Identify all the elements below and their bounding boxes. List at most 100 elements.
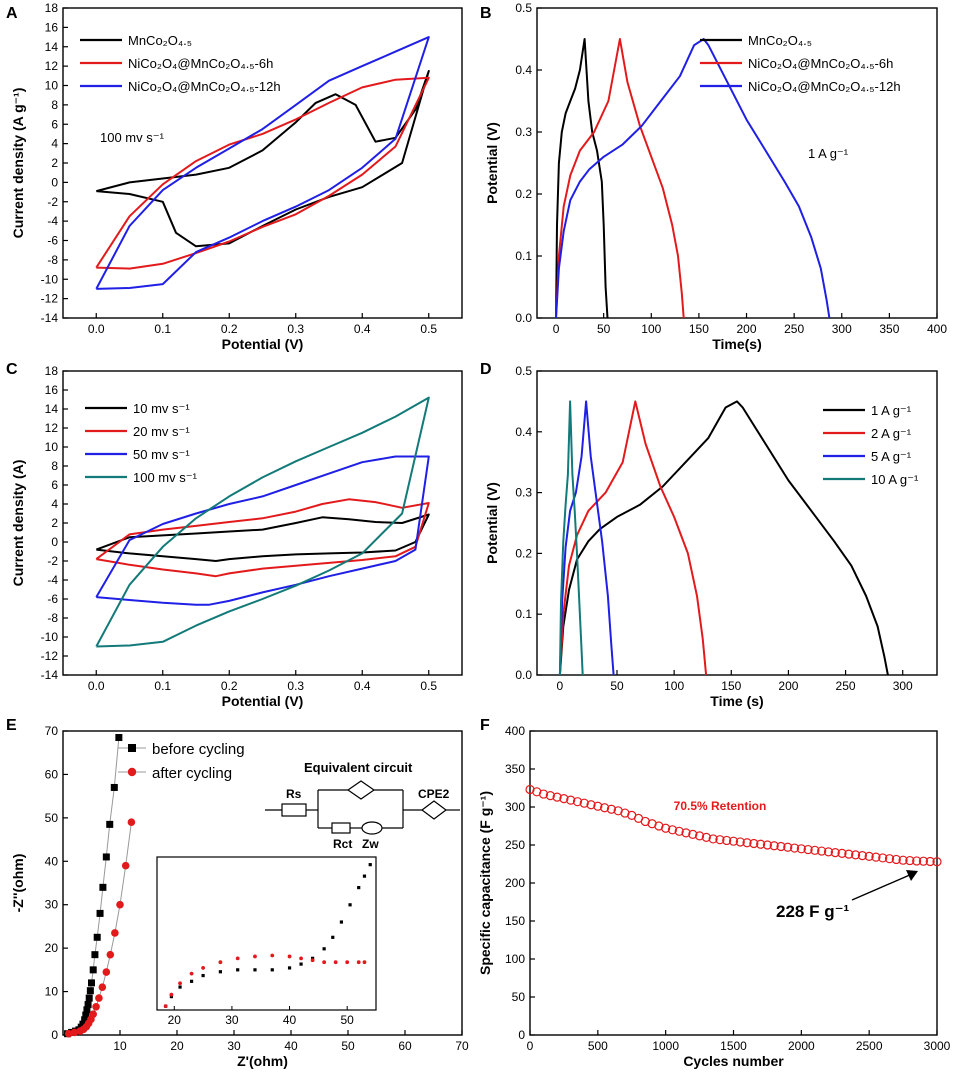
- y-tick-label: -12: [41, 292, 59, 306]
- x-tick-label: 400: [927, 322, 947, 336]
- capacitance-point: [694, 831, 705, 841]
- y-tick-label: -8: [47, 611, 58, 625]
- y-tick-label: 0.0: [515, 311, 532, 325]
- panel-label-e: E: [6, 717, 17, 734]
- panel-label-c: C: [6, 361, 18, 378]
- y-tick-label: 0: [51, 1028, 58, 1042]
- x-tick-label: 300: [832, 322, 852, 336]
- inset-point-square: [348, 903, 352, 907]
- y-tick-label: 20: [45, 941, 59, 955]
- y-tick-label: -4: [47, 573, 58, 587]
- y-tick-label: 0: [518, 1028, 525, 1042]
- y-tick-label: 0.4: [515, 63, 532, 77]
- y-tick-label: 200: [505, 876, 525, 890]
- x-tick-label: 50: [610, 679, 624, 693]
- data-point-square: [89, 966, 97, 974]
- x-axis-title: Cycles number: [683, 1053, 784, 1069]
- x-tick-label: 0.2: [221, 679, 238, 693]
- series-line: [558, 400, 615, 676]
- x-tick-label: 150: [689, 322, 709, 336]
- panel-label-a: A: [6, 5, 18, 22]
- capacitance-point: [728, 836, 739, 846]
- data-point-circle: [64, 1029, 73, 1038]
- data-point-square: [81, 1016, 89, 1024]
- x-tick-label: 30: [227, 1039, 241, 1053]
- inset-point-circle: [270, 953, 275, 958]
- series-line: [95, 455, 430, 606]
- inset-point-square: [357, 886, 361, 890]
- capacitance-point: [545, 790, 555, 801]
- y-tick-label: -4: [47, 214, 58, 228]
- capacitance-point: [722, 835, 732, 846]
- x-tick-label: 200: [737, 322, 757, 336]
- y-tick-label: 0: [51, 535, 58, 549]
- legend-label: 2 A g⁻¹: [871, 426, 912, 441]
- y-tick-label: 4: [51, 137, 58, 151]
- y-tick-label: 10: [45, 985, 59, 999]
- inset-point-square: [331, 935, 335, 939]
- series-line: [95, 498, 430, 578]
- data-point-circle: [70, 1028, 79, 1037]
- y-tick-label: 18: [45, 364, 59, 378]
- y-tick-label: -14: [41, 311, 59, 325]
- inset-frame: [156, 856, 377, 1011]
- inset-point-circle: [287, 954, 292, 959]
- capacitance-point: [749, 838, 759, 849]
- capacitance-point: [566, 795, 576, 805]
- panel-label-d: D: [480, 361, 492, 378]
- inset-point-square: [368, 863, 372, 867]
- data-point-square: [91, 951, 99, 959]
- y-tick-label: 0.4: [515, 425, 532, 439]
- y-tick-label: 18: [45, 1, 59, 15]
- x-axis-title: Time(s): [712, 336, 762, 352]
- circuit-label-cpe2: CPE2: [418, 787, 450, 801]
- y-tick-label: 16: [45, 383, 59, 397]
- capacitance-point: [600, 803, 610, 813]
- panel-label-b: B: [480, 5, 492, 22]
- y-tick-label: 40: [45, 854, 59, 868]
- x-axis-title: Potential (V): [222, 336, 304, 352]
- inset-point-square: [236, 968, 240, 972]
- chart-d-gcd-current-densities: 0 50 100 150 200 250 300 0.0 0.1 0.2 0.3 0.4 0.5 Time…: [484, 364, 938, 709]
- capacitance-point: [810, 845, 820, 855]
- final-capacitance-annotation: 228 F g⁻¹: [776, 902, 850, 921]
- capacitance-point: [572, 797, 583, 807]
- capacitance-point: [661, 823, 671, 833]
- series-line: [555, 38, 831, 319]
- legend-label: 5 A g⁻¹: [871, 449, 912, 464]
- inset-point-square: [201, 973, 205, 978]
- y-tick-label: -2: [47, 554, 58, 568]
- inset-point-circle: [218, 960, 223, 965]
- inset-x-tick-label: 50: [341, 1013, 355, 1027]
- x-tick-label: 0.4: [354, 679, 371, 693]
- y-tick-label: 0.1: [515, 249, 532, 263]
- x-tick-label: 0.2: [221, 322, 238, 336]
- y-tick-label: 30: [45, 898, 59, 912]
- series-line: [96, 70, 430, 248]
- data-point-circle: [116, 900, 124, 909]
- legend-label: NiCo₂O₄@MnCo₂O₄.₅-6h: [128, 56, 273, 71]
- data-point-circle: [89, 1010, 98, 1018]
- y-tick-label: -6: [47, 592, 58, 606]
- current-density-annotation: 1 A g⁻¹: [808, 146, 849, 161]
- capacitance-point: [837, 848, 847, 858]
- legend-label: MnCo₂O₄.₅: [128, 33, 192, 48]
- circuit-label-zw: Zw: [362, 837, 379, 851]
- capacitance-point: [735, 837, 745, 847]
- legend-label: after cycling: [152, 765, 232, 782]
- y-tick-label: -10: [41, 272, 59, 286]
- x-tick-label: 350: [879, 322, 899, 336]
- retention-annotation: 70.5% Retention: [674, 799, 767, 813]
- circuit-resistor-rs: [281, 803, 307, 817]
- inset-point-circle: [169, 992, 174, 997]
- scan-rate-annotation: 100 mv s⁻¹: [100, 130, 165, 145]
- data-point-circle: [95, 994, 103, 1002]
- data-point-square: [85, 994, 93, 1002]
- x-tick-label: 60: [398, 1039, 412, 1053]
- inset-point-square: [178, 985, 182, 989]
- y-tick-label: -8: [47, 253, 58, 267]
- capacitance-point: [918, 856, 929, 866]
- x-tick-label: 0.3: [287, 322, 304, 336]
- x-tick-label: 70: [455, 1039, 469, 1053]
- x-tick-label: 0: [527, 1039, 534, 1053]
